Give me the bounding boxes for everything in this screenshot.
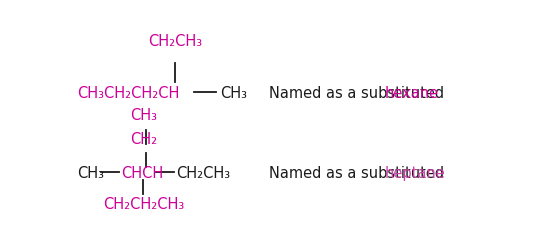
Text: Named as a substituted: Named as a substituted bbox=[269, 165, 449, 180]
Text: CH₂: CH₂ bbox=[130, 131, 157, 146]
Text: CH₂CH₃: CH₂CH₃ bbox=[177, 165, 230, 180]
Text: Named as a substituted: Named as a substituted bbox=[269, 85, 449, 100]
Text: CH₃: CH₃ bbox=[130, 108, 157, 123]
Text: hexane: hexane bbox=[385, 85, 439, 100]
Text: CH₃: CH₃ bbox=[77, 165, 104, 180]
Text: CHCH: CHCH bbox=[121, 165, 163, 180]
Text: CH₃: CH₃ bbox=[220, 85, 247, 100]
Text: heptane: heptane bbox=[385, 165, 446, 180]
Text: CH₂CH₂CH₃: CH₂CH₂CH₃ bbox=[103, 196, 184, 211]
Text: CH₂CH₃: CH₂CH₃ bbox=[148, 34, 202, 49]
Text: CH₃CH₂CH₂CH: CH₃CH₂CH₂CH bbox=[77, 85, 180, 100]
